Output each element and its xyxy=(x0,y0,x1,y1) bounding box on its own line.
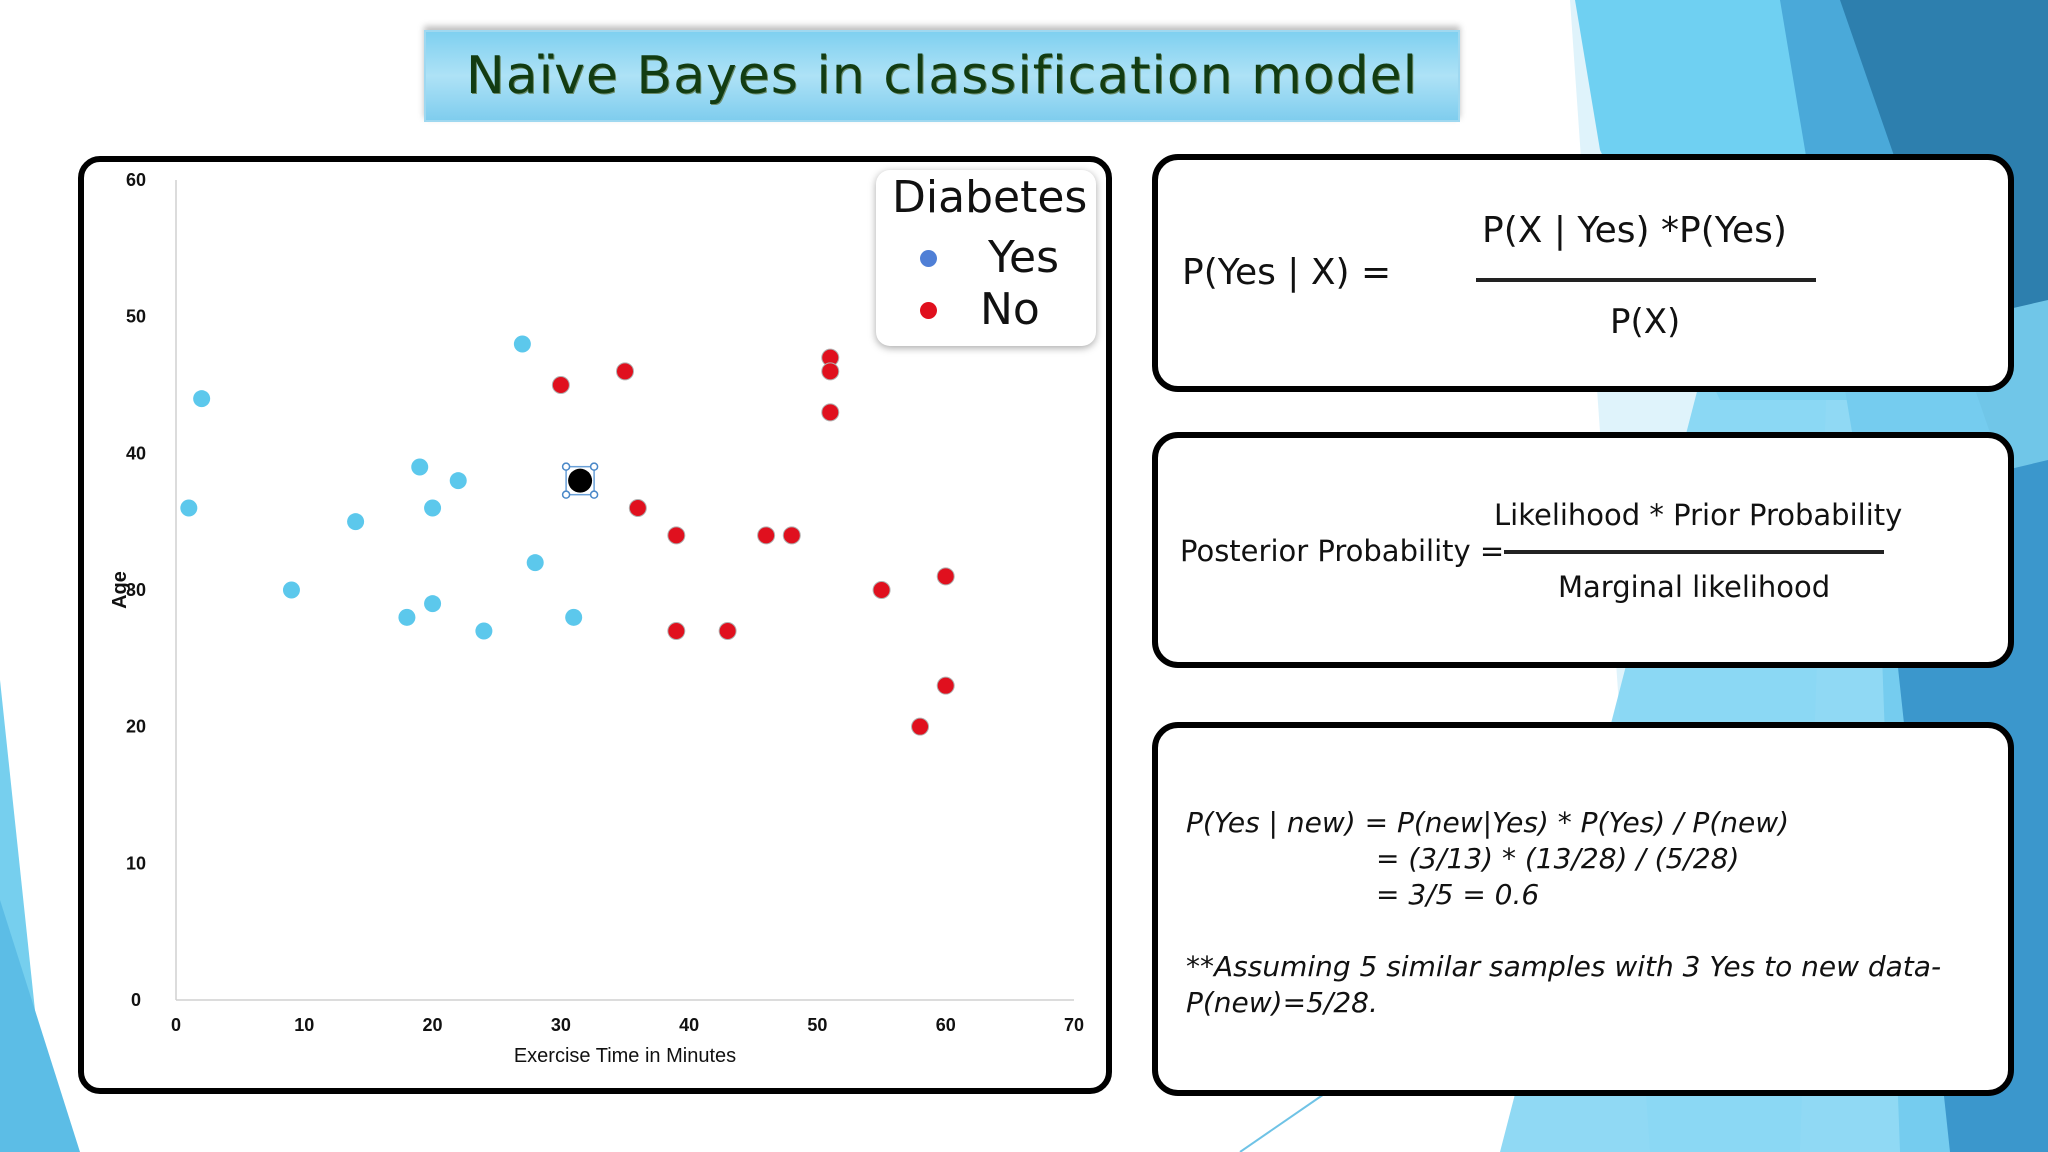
title-banner: Naïve Bayes in classification model xyxy=(424,30,1460,122)
x-tick-label: 0 xyxy=(171,1015,181,1035)
data-point-yes xyxy=(180,499,198,517)
chart-legend: Diabetes Yes No xyxy=(876,170,1096,346)
x-tick-label: 20 xyxy=(423,1015,443,1035)
data-point-yes xyxy=(424,595,442,613)
data-point-no xyxy=(872,581,891,599)
data-point-yes xyxy=(449,472,467,490)
data-point-no xyxy=(821,403,840,422)
data-point-no xyxy=(628,499,647,517)
data-point-yes xyxy=(565,608,583,626)
selection-handle xyxy=(589,490,599,499)
x-tick-label: 30 xyxy=(551,1015,571,1035)
posterior-lhs: Posterior Probability = xyxy=(1180,534,1505,568)
posterior-fraction-line xyxy=(1504,550,1884,554)
selection-handle xyxy=(561,462,571,471)
calc-line-3: = 3/5 = 0.6 xyxy=(1376,878,1540,911)
calc-line-1: P(Yes | new) = P(new|Yes) * P(Yes) / P(n… xyxy=(1186,806,1790,839)
bayes-fraction-line xyxy=(1476,278,1816,282)
x-tick-label: 50 xyxy=(807,1015,827,1035)
y-tick-label: 30 xyxy=(126,580,146,600)
legend-marker-yes xyxy=(920,250,937,267)
y-tick-label: 20 xyxy=(126,717,146,737)
y-tick-label: 60 xyxy=(126,170,146,190)
x-tick-label: 40 xyxy=(679,1015,699,1035)
legend-item-yes: Yes xyxy=(876,232,1096,284)
calc-note-1: **Assuming 5 similar samples with 3 Yes … xyxy=(1186,950,1942,983)
data-point-no xyxy=(782,526,801,545)
posterior-denominator: Marginal likelihood xyxy=(1558,570,1831,604)
data-point-no xyxy=(936,567,955,586)
data-point-yes xyxy=(282,581,300,599)
bayes-denominator: P(X) xyxy=(1610,302,1681,342)
y-tick-label: 0 xyxy=(131,990,141,1010)
data-point-no xyxy=(667,526,686,545)
x-tick-label: 10 xyxy=(294,1015,314,1035)
y-tick-label: 50 xyxy=(126,307,146,327)
data-point-yes xyxy=(526,554,544,572)
data-point-yes xyxy=(411,458,429,476)
calc-line-2: = (3/13) * (13/28) / (5/28) xyxy=(1376,842,1740,875)
x-axis-label: Exercise Time in Minutes xyxy=(514,1045,736,1067)
data-point-no xyxy=(667,622,686,640)
legend-item-no: No xyxy=(876,284,1096,336)
data-point-yes xyxy=(424,499,442,517)
data-point-no xyxy=(616,362,634,381)
data-point-yes xyxy=(347,513,365,531)
data-point-no xyxy=(936,676,955,695)
data-point-yes xyxy=(513,335,531,353)
data-point-no xyxy=(718,622,737,640)
data-point-yes xyxy=(475,622,493,640)
new-point-selection-box xyxy=(565,465,595,496)
data-point-no xyxy=(911,717,930,736)
x-tick-label: 70 xyxy=(1064,1015,1084,1035)
posterior-numerator: Likelihood * Prior Probability xyxy=(1494,498,1903,532)
calculation-panel: P(Yes | new) = P(new|Yes) * P(Yes) / P(n… xyxy=(1152,722,2014,1096)
bayes-numerator: P(X | Yes) *P(Yes) xyxy=(1482,210,1787,251)
selection-handle xyxy=(561,490,571,499)
data-point-no xyxy=(821,362,840,381)
selection-handle xyxy=(589,462,599,471)
bayes-formula-panel: P(Yes | X) = P(X | Yes) *P(Yes) P(X) xyxy=(1152,154,2014,392)
legend-label-no: No xyxy=(980,284,1040,335)
calc-note-2: P(new)=5/28. xyxy=(1186,986,1378,1019)
y-tick-label: 40 xyxy=(126,443,146,463)
new-data-point xyxy=(568,468,593,493)
data-point-no xyxy=(551,376,570,394)
x-tick-label: 60 xyxy=(936,1015,956,1035)
slide-title: Naïve Bayes in classification model xyxy=(465,46,1419,106)
y-axis-label: Age xyxy=(109,571,131,609)
y-tick-label: 10 xyxy=(126,853,146,873)
data-point-yes xyxy=(398,608,416,626)
legend-label-yes: Yes xyxy=(988,232,1060,283)
legend-marker-no xyxy=(920,302,937,319)
legend-title: Diabetes xyxy=(892,172,1088,223)
bayes-lhs: P(Yes | X) = xyxy=(1182,252,1392,293)
scatter-chart: 0 10 20 30 40 50 60 70 0 10 20 30 40 50 60 Exercise Tim… xyxy=(109,170,1084,1067)
posterior-formula-panel: Posterior Probability = Likelihood * Pri… xyxy=(1152,432,2014,668)
data-point-yes xyxy=(193,390,211,408)
data-point-no xyxy=(757,526,776,545)
